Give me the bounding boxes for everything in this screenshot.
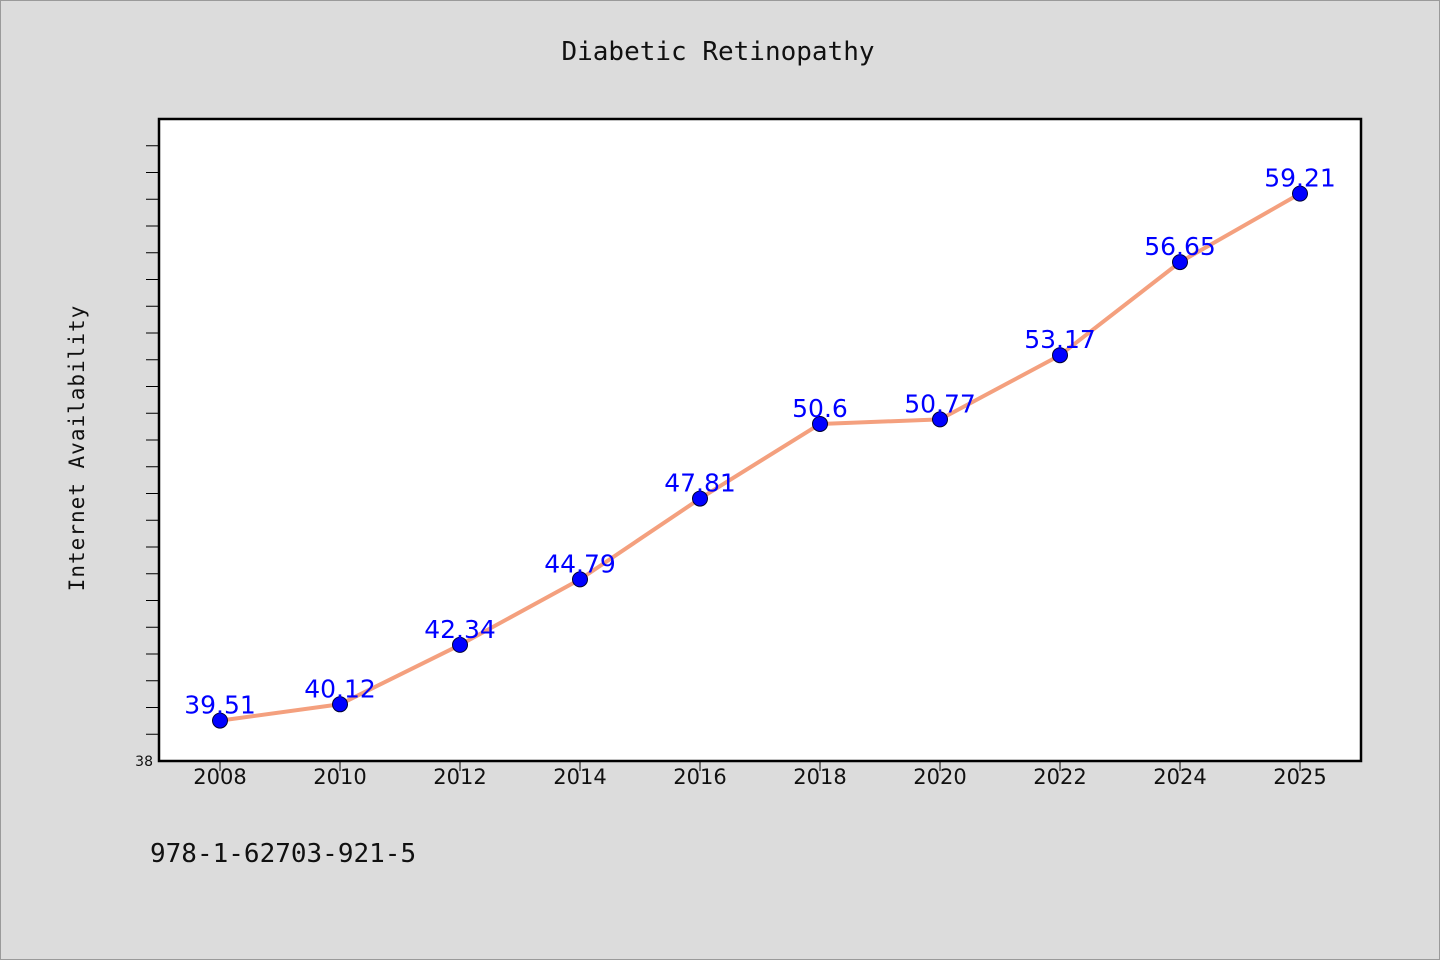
- data-point: [212, 712, 228, 729]
- data-point: [572, 571, 588, 588]
- x-tick-label: 2010: [313, 765, 366, 789]
- chart-marks: 38 2008 2010 2012 2014 2016 2018 2020 2022 2024 20…: [135, 145, 1336, 789]
- data-label: 56.65: [1144, 232, 1216, 261]
- x-tick-label: 2025: [1273, 765, 1326, 789]
- y-axis-label: Internet Availability: [65, 305, 89, 592]
- chart-title: Diabetic Retinopathy: [561, 37, 874, 67]
- y-tick-label: 38: [135, 754, 153, 770]
- data-label: 40.12: [304, 674, 376, 703]
- data-point: [1292, 185, 1308, 202]
- data-point: [1172, 254, 1188, 271]
- data-label: 39.51: [184, 691, 256, 720]
- data-point: [1052, 347, 1068, 364]
- data-point: [692, 490, 708, 507]
- x-tick-label: 2024: [1153, 765, 1206, 789]
- series-line: [219, 191, 1301, 723]
- data-label: 47.81: [664, 469, 736, 498]
- x-tick-label: 2020: [913, 765, 966, 789]
- x-tick-label: 2022: [1033, 765, 1086, 789]
- data-point: [812, 415, 828, 432]
- footnote-text: 978-1-62703-921-5: [150, 839, 416, 869]
- data-point: [452, 636, 468, 653]
- data-label: 44.79: [544, 549, 616, 578]
- x-tick-label: 2008: [193, 765, 246, 789]
- data-point: [932, 411, 948, 428]
- data-point: [332, 696, 348, 713]
- data-label: 53.17: [1024, 325, 1096, 354]
- data-label: 50.6: [792, 394, 848, 423]
- data-label: 50.77: [904, 389, 976, 418]
- x-tick-label: 2018: [793, 765, 846, 789]
- plot-border: [157, 117, 1363, 763]
- x-tick-label: 2012: [433, 765, 486, 789]
- data-label: 59.21: [1264, 164, 1336, 193]
- x-tick-label: 2014: [553, 765, 606, 789]
- plot-area: [159, 119, 1361, 761]
- data-label: 42.34: [424, 615, 496, 644]
- x-tick-label: 2016: [673, 765, 726, 789]
